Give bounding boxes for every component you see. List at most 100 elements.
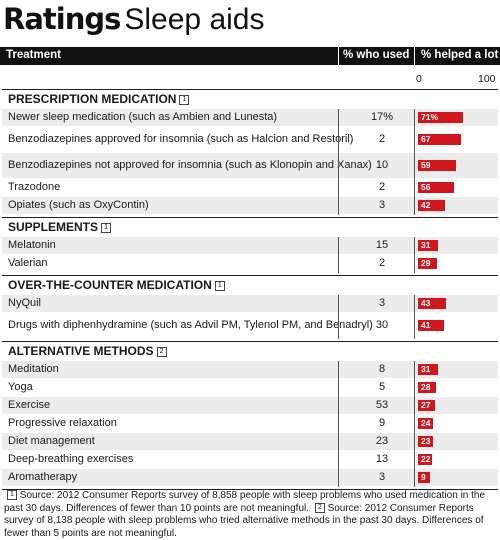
header-divider bbox=[338, 47, 339, 65]
row-helped-label: 29 bbox=[421, 258, 431, 268]
row-helped-bar: 28 bbox=[418, 382, 436, 393]
footnote-1: Source: 2012 Consumer Reports survey of … bbox=[4, 490, 486, 514]
row-treatment: Deep-breathing exercises bbox=[8, 453, 134, 465]
row-percent-used: 3 bbox=[378, 471, 386, 483]
row-helped-bar: 43 bbox=[418, 298, 446, 309]
section-label: PRESCRIPTION MEDICATION bbox=[8, 92, 177, 106]
row-percent-used: 3 bbox=[378, 199, 386, 211]
row-treatment: Yoga bbox=[8, 381, 33, 393]
table-row: Aromatherapy 3 9 bbox=[2, 469, 498, 486]
row-helped-label: 42 bbox=[421, 200, 431, 210]
table-row: Meditation 8 31 bbox=[2, 361, 498, 378]
row-percent-used: 13 bbox=[375, 453, 389, 465]
row-treatment: Aromatherapy bbox=[8, 471, 78, 483]
row-treatment: NyQuil bbox=[8, 297, 42, 309]
column-divider bbox=[414, 237, 415, 273]
header-divider bbox=[414, 47, 415, 65]
table-row: Diet management 23 23 bbox=[2, 433, 498, 450]
table-row: NyQuil 3 43 bbox=[2, 295, 498, 312]
row-treatment: Drugs with diphenhydramine (such as Advi… bbox=[8, 319, 373, 331]
row-helped-label: 41 bbox=[421, 320, 431, 330]
row-percent-used: 5 bbox=[378, 381, 386, 393]
row-percent-used: 3 bbox=[378, 297, 386, 309]
table-row: Newer sleep medication (such as Ambien a… bbox=[2, 109, 498, 126]
row-helped-bar: 31 bbox=[418, 364, 438, 375]
section-label: OVER-THE-COUNTER MEDICATION bbox=[8, 278, 212, 292]
row-helped-label: 31 bbox=[421, 240, 431, 250]
row-helped-label: 56 bbox=[421, 182, 431, 192]
row-percent-used: 30 bbox=[375, 319, 389, 331]
table-row: Benzodiazepines approved for insomnia (s… bbox=[2, 127, 498, 152]
row-percent-used: 23 bbox=[375, 435, 389, 447]
section-rule bbox=[2, 275, 498, 276]
table-header: Treatment % who used % helped a lot bbox=[0, 47, 500, 65]
row-treatment: Exercise bbox=[8, 399, 51, 411]
row-helped-label: 24 bbox=[421, 418, 431, 428]
column-divider bbox=[338, 237, 339, 273]
header-treatment: Treatment bbox=[6, 49, 61, 61]
row-percent-used: 9 bbox=[378, 417, 386, 429]
section-rule bbox=[2, 341, 498, 342]
header-used: % who used bbox=[343, 49, 410, 61]
scale-max: 100 bbox=[478, 73, 496, 85]
row-treatment: Diet management bbox=[8, 435, 95, 447]
table-row: Benzodiazepines not approved for insomni… bbox=[2, 153, 498, 178]
table-row: Deep-breathing exercises 13 22 bbox=[2, 451, 498, 468]
section-rule bbox=[2, 89, 498, 90]
row-helped-label: 71% bbox=[421, 112, 439, 122]
row-helped-bar: 23 bbox=[418, 436, 433, 447]
section-rule bbox=[2, 217, 498, 218]
section-title: OVER-THE-COUNTER MEDICATION 1 bbox=[8, 278, 225, 292]
section-footnote-marker: 1 bbox=[179, 95, 190, 105]
table-row: Progressive relaxation 9 24 bbox=[2, 415, 498, 432]
footnotes: 1 Source: 2012 Consumer Reports survey o… bbox=[4, 490, 498, 540]
row-helped-label: 43 bbox=[421, 298, 431, 308]
row-percent-used: 17% bbox=[370, 111, 394, 123]
section-footnote-marker: 1 bbox=[214, 281, 225, 291]
column-divider bbox=[338, 295, 339, 339]
section-footnote-marker: 2 bbox=[156, 347, 167, 357]
header-helped: % helped a lot bbox=[421, 49, 499, 61]
row-treatment: Trazodone bbox=[8, 181, 61, 193]
row-helped-label: 22 bbox=[421, 454, 431, 464]
row-treatment: Newer sleep medication (such as Ambien a… bbox=[8, 111, 278, 123]
table-row: Drugs with diphenhydramine (such as Advi… bbox=[2, 313, 498, 338]
row-helped-label: 67 bbox=[421, 134, 431, 144]
row-percent-used: 2 bbox=[378, 133, 386, 145]
section-title: ALTERNATIVE METHODS 2 bbox=[8, 344, 167, 358]
row-treatment: Valerian bbox=[8, 257, 48, 269]
row-helped-bar: 31 bbox=[418, 240, 438, 251]
row-treatment: Progressive relaxation bbox=[8, 417, 117, 429]
table-row: Yoga 5 28 bbox=[2, 379, 498, 396]
table-bottom-rule bbox=[2, 489, 498, 490]
column-divider bbox=[414, 109, 415, 215]
row-helped-bar: 42 bbox=[418, 200, 445, 211]
row-helped-label: 27 bbox=[421, 400, 431, 410]
title-rest: Sleep aids bbox=[124, 3, 265, 36]
footnote-marker: 1 bbox=[7, 490, 17, 500]
row-percent-used: 2 bbox=[378, 257, 386, 269]
section-title: SUPPLEMENTS 1 bbox=[8, 220, 112, 234]
column-divider bbox=[414, 361, 415, 487]
table-row: Exercise 53 27 bbox=[2, 397, 498, 414]
row-helped-bar: 27 bbox=[418, 400, 436, 411]
row-treatment: Benzodiazepines approved for insomnia (s… bbox=[8, 133, 354, 145]
section-title: PRESCRIPTION MEDICATION 1 bbox=[8, 92, 190, 106]
table-row: Valerian 2 29 bbox=[2, 255, 498, 272]
section-footnote-marker: 1 bbox=[101, 223, 112, 233]
row-helped-label: 28 bbox=[421, 382, 431, 392]
row-treatment: Benzodiazepines not approved for insomni… bbox=[8, 159, 372, 171]
row-helped-label: 23 bbox=[421, 436, 431, 446]
section-label: ALTERNATIVE METHODS bbox=[8, 344, 154, 358]
column-divider bbox=[338, 361, 339, 487]
row-percent-used: 15 bbox=[375, 239, 389, 251]
row-helped-bar: 59 bbox=[418, 160, 456, 171]
row-helped-label: 9 bbox=[421, 472, 426, 482]
row-helped-bar: 41 bbox=[418, 320, 445, 331]
row-helped-bar: 67 bbox=[418, 134, 461, 145]
row-helped-bar: 56 bbox=[418, 182, 454, 193]
row-helped-bar: 9 bbox=[418, 472, 430, 483]
chart-title: Ratings Sleep aids bbox=[3, 2, 264, 42]
footnote-marker: 2 bbox=[314, 502, 325, 513]
scale-min: 0 bbox=[416, 73, 422, 85]
